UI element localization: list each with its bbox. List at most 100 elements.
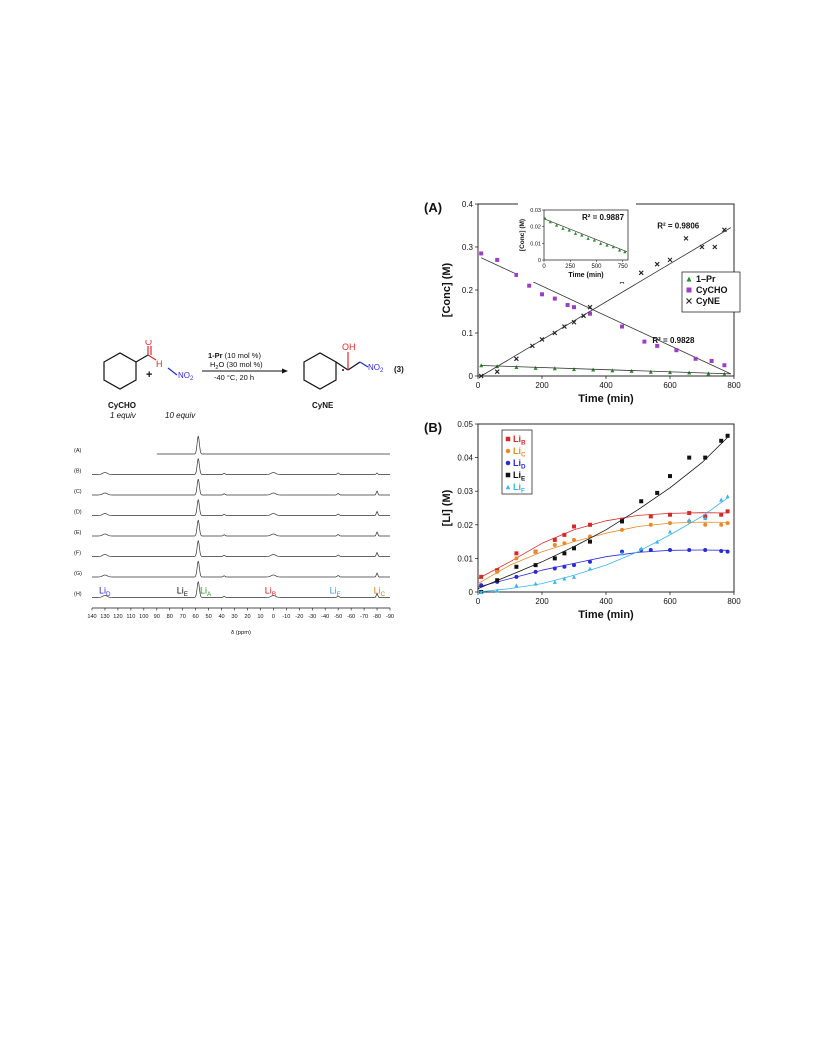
legend-marker — [505, 460, 511, 466]
x-tick-label: 800 — [727, 597, 741, 606]
legend-entry: LiC — [513, 446, 526, 458]
nmr-peak-label: LiC — [374, 586, 386, 598]
data-point — [699, 244, 705, 250]
data-point — [479, 583, 484, 588]
data-point — [562, 324, 567, 329]
data-point — [588, 522, 592, 527]
nmr-trace — [92, 540, 390, 557]
data-point — [722, 227, 727, 233]
data-point — [571, 319, 577, 325]
data-point — [703, 522, 708, 527]
reactant1-name: CyCHO — [108, 401, 136, 410]
series-group — [478, 227, 732, 379]
product-bond-1 — [335, 361, 349, 371]
legend-box — [681, 271, 741, 313]
data-point — [514, 556, 519, 561]
fit-line — [480, 227, 732, 377]
data-point — [654, 261, 660, 267]
nmr-axis-tick-label: 40 — [218, 614, 224, 620]
data-point — [533, 569, 538, 574]
data-point — [514, 564, 519, 569]
nmr-axis-tick-label: 110 — [126, 614, 135, 620]
inset-y-tick-label: 0 — [538, 258, 541, 264]
y-tick-label: 0 — [469, 372, 474, 381]
inset-x-axis-title: Time (min) — [568, 272, 603, 279]
data-point — [588, 539, 592, 544]
y-tick-label: 0.3 — [462, 243, 474, 252]
inset-r2-label: R² = 0.9887 — [582, 213, 625, 222]
stereocenter-dot — [342, 369, 344, 371]
inset-y-tick-label: 0.03 — [530, 208, 541, 214]
inset-data-point — [548, 220, 552, 224]
data-point — [572, 563, 576, 568]
data-point — [693, 356, 698, 361]
data-point — [552, 566, 557, 571]
x-tick-label: 400 — [599, 381, 613, 390]
data-point — [533, 581, 538, 586]
nmr-trace — [92, 560, 390, 578]
y-tick-label: 0.01 — [457, 554, 473, 563]
legend-marker — [686, 298, 692, 304]
reagent-water-line: H2O (30 mol %) — [210, 360, 263, 371]
y-tick-label: 0 — [469, 588, 474, 597]
y-tick-label: 0.2 — [462, 286, 474, 295]
legend-marker — [505, 448, 511, 454]
data-point — [530, 343, 535, 349]
inset-data-point — [586, 236, 590, 240]
data-point — [588, 566, 592, 571]
nmr-axis-tick-label: -60 — [347, 614, 355, 620]
nmr-axis-tick-label: -40 — [321, 614, 329, 620]
nmr-trace — [92, 581, 390, 598]
y-axis-title: [Conc] (M) — [441, 262, 453, 317]
data-point — [533, 549, 538, 554]
data-point — [638, 270, 644, 276]
data-point — [703, 516, 708, 521]
data-point — [562, 541, 567, 546]
data-point — [533, 563, 538, 568]
reagent-catalyst-line: 1-Pr (10 mol %) — [208, 351, 261, 360]
nmr-axis-tick-label: 50 — [205, 614, 211, 620]
data-point — [719, 438, 724, 443]
nmr-axis-tick-label: -10 — [282, 614, 290, 620]
inset-data-point — [611, 245, 615, 249]
nmr-peak-label: LiA — [200, 586, 212, 598]
data-point — [687, 511, 692, 516]
data-point — [527, 283, 532, 288]
data-point — [479, 574, 484, 579]
data-point — [687, 548, 692, 552]
data-point — [639, 546, 644, 551]
nmr-axis-tick-label: -30 — [308, 614, 316, 620]
legend-marker — [505, 436, 511, 442]
inset-data-point — [573, 231, 578, 235]
nitromethane-bond — [167, 367, 178, 376]
legend-marker — [505, 484, 511, 490]
data-point — [540, 292, 544, 297]
nmr-trace-label: (A) — [74, 448, 82, 454]
nmr-axis-tick-label: -50 — [334, 614, 342, 620]
nmr-axis-tick-label: 90 — [154, 614, 160, 620]
data-point — [725, 494, 730, 499]
product-name: CyNE — [312, 401, 334, 410]
data-point — [572, 574, 576, 579]
legend-marker — [686, 287, 692, 293]
inset-frame — [543, 209, 629, 261]
data-point — [572, 367, 576, 372]
data-point — [639, 499, 644, 504]
nmr-peak-label: LiB — [265, 586, 276, 598]
reaction-scheme: O H + NO2 1-Pr (10 mol %) H2O (30 mol %)… — [103, 340, 404, 420]
nmr-peak-label: LiE — [177, 586, 188, 598]
inset-data-point — [561, 226, 565, 230]
data-point — [655, 490, 660, 495]
panel-label: (A) — [424, 200, 442, 215]
data-point — [648, 369, 653, 374]
x-axis-title: Time (min) — [578, 393, 634, 405]
inset-data-point — [618, 248, 622, 252]
nmr-axis-tick-label: 30 — [231, 614, 237, 620]
nmr-axis-tick-label: 100 — [139, 614, 148, 620]
inset-data-point — [599, 241, 603, 245]
product-nitro-group: NO2 — [368, 363, 384, 374]
nmr-trace-label: (E) — [74, 530, 82, 536]
aldehyde-bond — [135, 354, 149, 363]
data-point — [668, 521, 672, 526]
data-point — [479, 251, 484, 256]
